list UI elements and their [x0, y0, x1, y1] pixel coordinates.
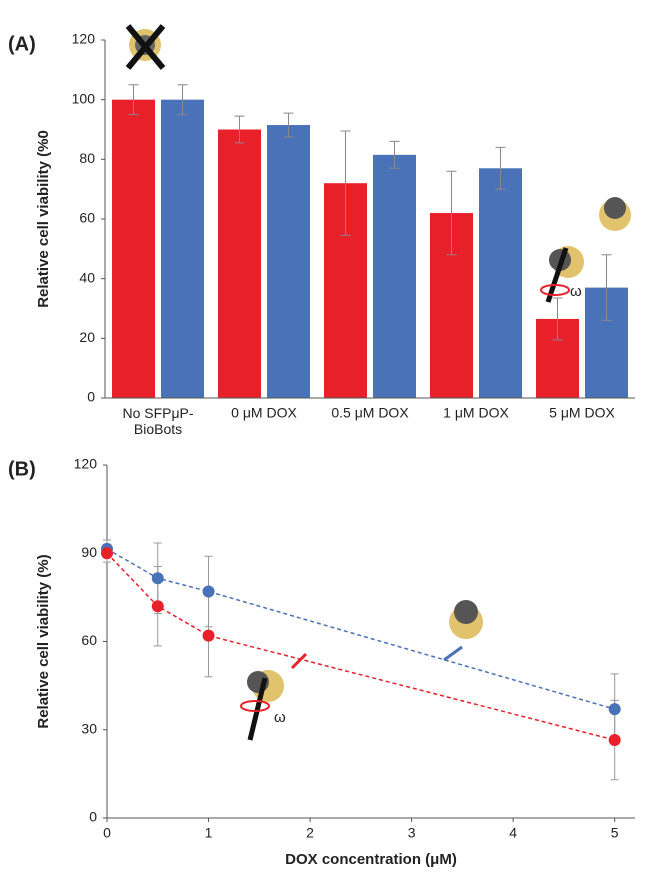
y-tick-label: 60: [79, 210, 95, 226]
x-tick-label: 5 μM DOX: [549, 405, 615, 421]
y-tick-label: 120: [72, 31, 96, 47]
x-axis-label: DOX concentration (μM): [285, 851, 457, 868]
crossed-biobot-icon: [128, 26, 163, 68]
y-tick-label: 40: [79, 269, 95, 285]
x-tick-label: 5: [611, 825, 619, 841]
y-tick-label: 80: [79, 150, 95, 166]
point: [609, 703, 621, 715]
point: [609, 734, 621, 746]
figure: (A)Relative cell viability (%0ω020406080…: [0, 0, 646, 872]
y-tick-label: 20: [79, 329, 95, 345]
y-tick-label: 100: [72, 90, 96, 106]
y-axis-label: Relative cell viability (%): [35, 554, 52, 728]
x-tick-label: 0.5 μM DOX: [331, 405, 409, 421]
x-tick-label: 0: [103, 825, 111, 841]
x-tick-label: 0 μM DOX: [231, 405, 297, 421]
annotation: ω: [570, 283, 582, 300]
bar: [267, 125, 310, 398]
y-tick-label: 0: [89, 809, 97, 825]
point: [152, 600, 164, 612]
series-line: [107, 549, 615, 709]
point: [152, 572, 164, 584]
y-axis-label: Relative cell viability (%0: [35, 130, 52, 308]
x-tick-label: 4: [509, 825, 517, 841]
annotation: ω: [274, 709, 286, 726]
point: [203, 630, 215, 642]
bar: [161, 100, 204, 398]
bar: [112, 100, 155, 398]
y-tick-label: 120: [74, 456, 98, 472]
y-tick-label: 0: [87, 389, 95, 405]
x-tick-label: 1: [205, 825, 213, 841]
x-tick-label: 1 μM DOX: [443, 405, 509, 421]
x-tick-label: No SFPμP-BioBots: [122, 405, 193, 437]
bar: [218, 130, 261, 399]
x-tick-label: 2: [306, 825, 314, 841]
y-tick-label: 60: [81, 632, 97, 648]
y-tick-label: 90: [81, 544, 97, 560]
x-tick-label: 3: [408, 825, 416, 841]
point: [101, 547, 113, 559]
bar: [373, 155, 416, 398]
point: [203, 585, 215, 597]
panel-label: (A): [8, 33, 36, 55]
bar: [479, 168, 522, 398]
y-tick-label: 30: [81, 720, 97, 736]
series-line: [107, 553, 615, 740]
panel-label: (B): [8, 458, 36, 480]
